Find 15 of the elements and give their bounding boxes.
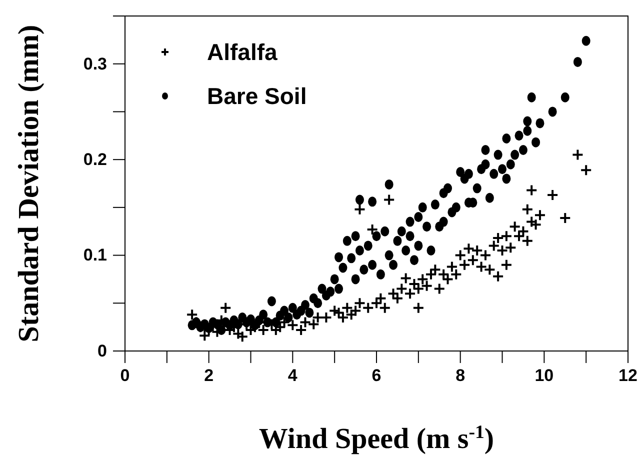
x-tick-label: 12 xyxy=(618,366,638,386)
x-tick-label: 4 xyxy=(288,366,298,386)
y-tick-label: 0.1 xyxy=(83,246,107,265)
legend-label: Bare Soil xyxy=(207,83,307,109)
y-axis-title: Standard Deviation (mm) xyxy=(13,24,45,342)
x-tick-label: 2 xyxy=(204,366,214,386)
y-tick-label: 0.3 xyxy=(83,54,107,74)
x-tick-label: 6 xyxy=(372,366,382,386)
x-tick-label: 10 xyxy=(534,366,554,386)
y-tick-label: 0.2 xyxy=(83,150,107,170)
x-tick-label: 0 xyxy=(120,366,130,386)
x-tick-label: 8 xyxy=(456,366,466,386)
legend-label: Alfalfa xyxy=(207,39,278,65)
y-tick-label: 0 xyxy=(98,341,107,360)
x-axis-title: Wind Speed (m s$^{-1}$) xyxy=(258,422,494,455)
